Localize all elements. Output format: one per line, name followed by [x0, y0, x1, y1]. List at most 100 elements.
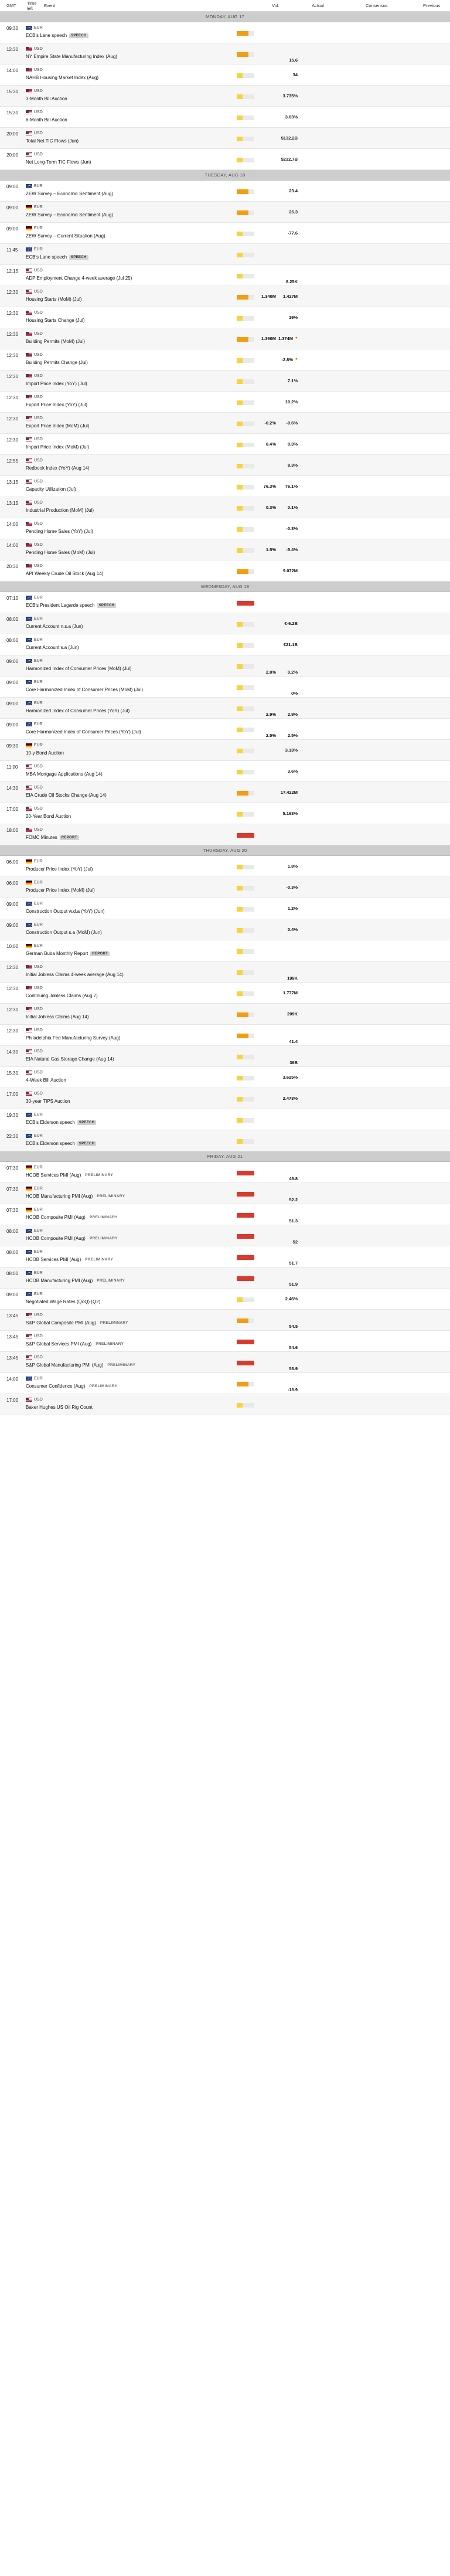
event-row[interactable]: 12:30 USD Continuing Jobless Claims (Aug 7…	[0, 983, 450, 1004]
event-title[interactable]: Current Account n.s.a (Jun)	[26, 623, 237, 630]
event-title[interactable]: ECB's Elderson speech SPEECH	[26, 1119, 237, 1126]
event-name[interactable]: NY Empire State Manufacturing Index (Aug…	[26, 54, 117, 59]
event-row[interactable]: 22:30 EUR ECB's Elderson speech SPEECH	[0, 1130, 450, 1151]
event-title[interactable]: Pending Home Sales (MoM) (Jul)	[26, 549, 237, 556]
event-row[interactable]: 12:30 USD Building Permits (MoM) (Jul) 1.39…	[0, 328, 450, 349]
event-title[interactable]: Negotiated Wage Rates (QoQ) (Q2)	[26, 1299, 237, 1305]
event-title[interactable]: Export Price Index (YoY) (Jul)	[26, 402, 237, 408]
event-name[interactable]: Construction Output s.a (MoM) (Jun)	[26, 930, 102, 935]
event-name[interactable]: Building Permits (MoM) (Jul)	[26, 339, 85, 344]
event-title[interactable]: Import Price Index (MoM) (Jul)	[26, 444, 237, 450]
event-row[interactable]: 14:00 USD Pending Home Sales (YoY) (Jul) -0…	[0, 518, 450, 539]
event-row[interactable]: 09:00 EUR Construction Output s.a (MoM) (J…	[0, 919, 450, 940]
event-row[interactable]: 07:30 EUR HCOB Services PMI (Aug) PRELIMINA…	[0, 1162, 450, 1183]
event-name[interactable]: 3-Month Bill Auction	[26, 96, 67, 101]
event-row[interactable]: 06:00 EUR Producer Price Index (YoY) (Jul)…	[0, 856, 450, 877]
event-name[interactable]: Initial Jobless Claims (Aug 14)	[26, 1014, 89, 1019]
event-name[interactable]: Export Price Index (YoY) (Jul)	[26, 402, 88, 407]
event-row[interactable]: 11:45 EUR ECB's Lane speech SPEECH	[0, 244, 450, 265]
event-name[interactable]: Producer Price Index (MoM) (Jul)	[26, 888, 95, 893]
event-row[interactable]: 12:30 USD Building Permits Change (Jul) -2.…	[0, 349, 450, 371]
event-title[interactable]: EIA Crude Oil Stocks Change (Aug 14)	[26, 792, 237, 798]
event-row[interactable]: 12:55 USD Redbook Index (YoY) (Aug 14) 8.3%	[0, 455, 450, 476]
event-title[interactable]: 4-Week Bill Auction	[26, 1077, 237, 1083]
time-left-column-header[interactable]: Time left	[27, 0, 37, 11]
event-row[interactable]: 09:00 EUR Core Harmonized Index of Consume…	[0, 719, 450, 740]
event-name[interactable]: Continuing Jobless Claims (Aug 7)	[26, 993, 98, 998]
event-row[interactable]: 12:30 USD Import Price Index (MoM) (Jul) 0.…	[0, 434, 450, 455]
event-name[interactable]: Export Price Index (MoM) (Jul)	[26, 423, 90, 429]
event-row[interactable]: 12:30 USD Housing Starts (MoM) (Jul) 1.340M…	[0, 286, 450, 307]
event-name[interactable]: Current Account n.s.a (Jun)	[26, 624, 83, 629]
event-title[interactable]: HCOB Manufacturing PMI (Aug) PRELIMINARY	[26, 1193, 237, 1199]
event-row[interactable]: 09:00 EUR Construction Output w.d.a (YoY) …	[0, 898, 450, 919]
event-title[interactable]: Construction Output w.d.a (YoY) (Jun)	[26, 908, 237, 915]
event-title[interactable]: 6-Month Bill Auction	[26, 117, 237, 123]
event-name[interactable]: ZEW Survey – Economic Sentiment (Aug)	[26, 212, 113, 218]
event-row[interactable]: 17:00 USD 30-year TIPS Auction 2.473%	[0, 1088, 450, 1109]
event-name[interactable]: Philadelphia Fed Manufacturing Survey (A…	[26, 1035, 121, 1041]
event-title[interactable]: S&P Global Composite PMI (Aug) PRELIMINAR…	[26, 1320, 237, 1326]
event-title[interactable]: S&P Global Services PMI (Aug) PRELIMINARY	[26, 1341, 237, 1347]
event-name[interactable]: German Buba Monthly Report	[26, 951, 88, 956]
event-title[interactable]: ECB's Lane speech SPEECH	[26, 254, 237, 260]
event-row[interactable]: 14:00 USD Pending Home Sales (MoM) (Jul) 1.…	[0, 539, 450, 560]
event-name[interactable]: MBA Mortgage Applications (Aug 14)	[26, 772, 103, 777]
event-title[interactable]: S&P Global Manufacturing PMI (Aug) PRELIM…	[26, 1362, 237, 1368]
event-title[interactable]: Building Permits (MoM) (Jul)	[26, 338, 237, 345]
event-name[interactable]: Import Price Index (MoM) (Jul)	[26, 444, 90, 450]
event-row[interactable]: 20:00 USD Net Long-Term TIC Flows (Jun) $23…	[0, 149, 450, 170]
event-row[interactable]: 13:45 USD S&P Global Composite PMI (Aug) PR…	[0, 1310, 450, 1331]
event-title[interactable]: Harmonized Index of Consumer Prices (MoM…	[26, 665, 237, 672]
event-name[interactable]: Initial Jobless Claims 4-week average (A…	[26, 972, 124, 977]
gmt-column-header[interactable]: GMT	[6, 3, 16, 8]
event-title[interactable]: Industrial Production (MoM) (Jul)	[26, 507, 237, 514]
event-title[interactable]: Philadelphia Fed Manufacturing Survey (A…	[26, 1035, 237, 1041]
event-name[interactable]: HCOB Manufacturing PMI (Aug)	[26, 1278, 93, 1283]
event-name[interactable]: 30-year TIPS Auction	[26, 1099, 70, 1104]
event-title[interactable]: Building Permits Change (Jul)	[26, 359, 237, 366]
event-title[interactable]: FOMC Minutes REPORT	[26, 834, 237, 841]
event-name[interactable]: ECB's Elderson speech	[26, 1141, 75, 1146]
event-name[interactable]: HCOB Manufacturing PMI (Aug)	[26, 1194, 93, 1199]
event-name[interactable]: ECB's Lane speech	[26, 254, 67, 260]
event-row[interactable]: 12:30 USD Initial Jobless Claims (Aug 14) 2…	[0, 1004, 450, 1025]
event-row[interactable]: 12:30 USD Import Price Index (YoY) (Jul) 7.…	[0, 371, 450, 392]
event-row[interactable]: 09:00 EUR Harmonized Index of Consumer Pri…	[0, 655, 450, 677]
event-title[interactable]: Core Harmonized Index of Consumer Prices…	[26, 729, 237, 735]
event-row[interactable]: 08:00 EUR Current Account n.s.a (Jun) €-6.2…	[0, 613, 450, 634]
event-name[interactable]: Harmonized Index of Consumer Prices (YoY…	[26, 708, 130, 713]
event-title[interactable]: Baker Hughes US Oil Rig Count	[26, 1404, 237, 1411]
event-name[interactable]: ZEW Survey – Current Situation (Aug)	[26, 233, 105, 239]
event-name[interactable]: Core Harmonized Index of Consumer Prices…	[26, 729, 141, 735]
event-title[interactable]: NY Empire State Manufacturing Index (Aug…	[26, 53, 237, 60]
event-name[interactable]: API Weekly Crude Oil Stock (Aug 14)	[26, 571, 104, 576]
event-title[interactable]: ADP Employment Change 4-week average (Ju…	[26, 275, 237, 281]
event-title[interactable]: Pending Home Sales (YoY) (Jul)	[26, 528, 237, 535]
event-title[interactable]: Import Price Index (YoY) (Jul)	[26, 380, 237, 387]
event-title[interactable]: Housing Starts Change (Jul)	[26, 317, 237, 324]
event-name[interactable]: S&P Global Composite PMI (Aug)	[26, 1320, 96, 1326]
event-title[interactable]: 3-Month Bill Auction	[26, 96, 237, 102]
event-row[interactable]: 09:00 EUR ZEW Survey – Economic Sentiment …	[0, 181, 450, 202]
event-name[interactable]: HCOB Composite PMI (Aug)	[26, 1215, 86, 1220]
event-row[interactable]: 09:00 EUR Negotiated Wage Rates (QoQ) (Q2)…	[0, 1289, 450, 1310]
event-row[interactable]: 12:30 USD Initial Jobless Claims 4-week av…	[0, 961, 450, 983]
event-name[interactable]: S&P Global Services PMI (Aug)	[26, 1341, 92, 1347]
event-row[interactable]: 15:30 USD 3-Month Bill Auction 3.735%	[0, 86, 450, 107]
event-row[interactable]: 13:15 USD Industrial Production (MoM) (Jul…	[0, 497, 450, 518]
event-name[interactable]: ECB's Lane speech	[26, 33, 67, 38]
event-title[interactable]: Redbook Index (YoY) (Aug 14)	[26, 465, 237, 471]
event-title[interactable]: Construction Output s.a (MoM) (Jun)	[26, 929, 237, 936]
event-row[interactable]: 08:00 EUR HCOB Services PMI (Aug) PRELIMINA…	[0, 1246, 450, 1267]
event-title[interactable]: Export Price Index (MoM) (Jul)	[26, 423, 237, 429]
event-row[interactable]: 14:30 USD EIA Natural Gas Storage Change (…	[0, 1046, 450, 1067]
event-name[interactable]: Negotiated Wage Rates (QoQ) (Q2)	[26, 1299, 101, 1304]
event-row[interactable]: 09:00 EUR ZEW Survey – Economic Sentiment …	[0, 202, 450, 223]
event-row[interactable]: 07:30 EUR HCOB Composite PMI (Aug) PRELIMIN…	[0, 1204, 450, 1225]
event-title[interactable]: Net Long-Term TIC Flows (Jun)	[26, 159, 237, 165]
event-row[interactable]: 14:00 USD NAHB Housing Market Index (Aug) 3…	[0, 64, 450, 86]
event-name[interactable]: Baker Hughes US Oil Rig Count	[26, 1405, 93, 1410]
event-name[interactable]: 4-Week Bill Auction	[26, 1078, 66, 1083]
event-name[interactable]: 10-y Bond Auction	[26, 750, 64, 756]
